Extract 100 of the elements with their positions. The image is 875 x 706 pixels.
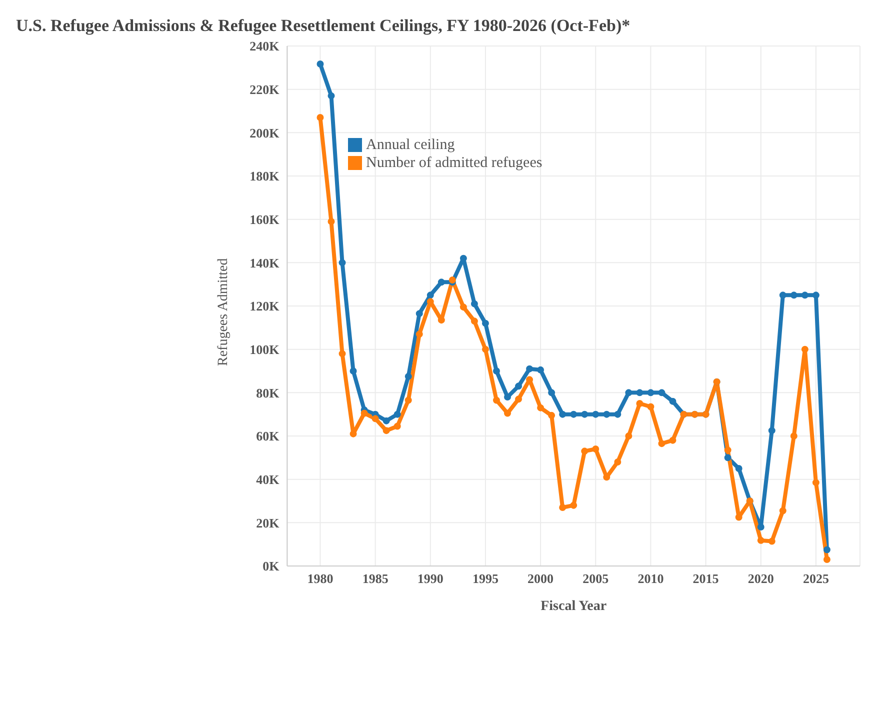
point	[603, 410, 610, 418]
point	[669, 398, 676, 405]
x-axis-title: Fiscal Year	[540, 599, 607, 614]
point	[790, 432, 798, 440]
point	[570, 410, 578, 418]
point	[482, 346, 489, 353]
point	[470, 318, 478, 325]
y-tick-label: 0K	[262, 558, 280, 574]
point	[790, 292, 798, 299]
point	[548, 412, 556, 419]
point	[338, 350, 346, 358]
x-tick-label: 2020	[748, 571, 774, 586]
y-tick-label: 200K	[250, 125, 280, 140]
point	[592, 446, 600, 452]
point	[570, 502, 578, 509]
point	[470, 300, 478, 308]
point	[559, 410, 566, 418]
point	[614, 458, 622, 466]
y-tick-label: 120K	[250, 298, 280, 314]
point	[801, 292, 808, 299]
point	[482, 320, 489, 327]
point	[592, 410, 600, 418]
x-tick-label: 1980	[307, 571, 334, 586]
point	[658, 440, 666, 448]
point	[350, 430, 357, 438]
y-tick-label: 160K	[250, 212, 280, 227]
point	[404, 396, 412, 404]
y-tick-label: 60K	[256, 428, 280, 444]
point	[382, 417, 390, 424]
point	[801, 346, 808, 353]
y-tick-label: 220K	[250, 82, 280, 97]
point	[316, 114, 324, 121]
point	[426, 292, 434, 299]
point	[448, 276, 456, 284]
legend-label: Annual ceiling	[366, 137, 455, 153]
point	[658, 389, 666, 396]
point	[614, 410, 622, 418]
point	[492, 396, 500, 404]
point	[404, 372, 412, 380]
x-tick-label: 1985	[362, 571, 389, 586]
y-tick-label: 240K	[250, 38, 280, 54]
x-tick-label: 2005	[582, 571, 610, 586]
point	[438, 278, 445, 286]
point	[515, 396, 522, 403]
y-tick-label: 180K	[250, 168, 280, 184]
point	[559, 504, 566, 511]
point	[328, 92, 335, 100]
point	[537, 366, 544, 374]
point	[360, 410, 368, 417]
point	[724, 454, 732, 462]
y-tick-label: 40K	[256, 472, 280, 487]
point	[394, 410, 401, 418]
point	[636, 389, 644, 396]
x-tick-label: 2000	[528, 571, 554, 586]
point	[636, 400, 644, 407]
point	[338, 259, 346, 266]
point	[416, 330, 423, 338]
point	[416, 310, 423, 318]
point	[350, 368, 357, 374]
point	[757, 524, 764, 530]
y-axis-title: Refugees Admitted	[216, 258, 232, 366]
point	[625, 432, 632, 440]
point	[823, 556, 830, 563]
point	[768, 538, 776, 545]
x-tick-label: 2010	[638, 571, 664, 586]
point	[372, 415, 379, 422]
point	[625, 389, 632, 396]
point	[526, 365, 534, 372]
point	[548, 389, 556, 396]
point	[515, 382, 522, 390]
point	[812, 479, 820, 486]
x-tick-label: 2015	[692, 571, 720, 586]
point	[647, 403, 654, 410]
y-tick-label: 100K	[250, 342, 280, 357]
point	[438, 316, 445, 324]
point	[460, 304, 467, 311]
point	[724, 446, 732, 454]
point	[382, 427, 390, 434]
point	[647, 389, 654, 396]
chart-title: U.S. Refugee Admissions & Refugee Resettlement Ceilings, FY 1980-2026 (Oct-Feb)*	[15, 15, 632, 36]
y-tick-label: 140K	[250, 255, 280, 270]
point	[669, 436, 676, 444]
legend-label: Number of admitted refugees	[366, 155, 542, 171]
point	[504, 410, 511, 417]
point	[492, 368, 500, 374]
point	[316, 60, 324, 68]
point	[735, 514, 742, 521]
point	[779, 507, 786, 514]
point	[812, 292, 820, 299]
y-tick-label: 20K	[256, 515, 280, 530]
point	[581, 410, 588, 418]
point	[537, 404, 544, 412]
point	[328, 218, 335, 225]
point	[581, 448, 588, 455]
x-tick-label: 1990	[417, 571, 444, 586]
x-tick-label: 1995	[472, 571, 499, 586]
point	[779, 292, 786, 299]
point	[394, 422, 401, 430]
point	[735, 465, 742, 472]
point	[768, 427, 776, 434]
